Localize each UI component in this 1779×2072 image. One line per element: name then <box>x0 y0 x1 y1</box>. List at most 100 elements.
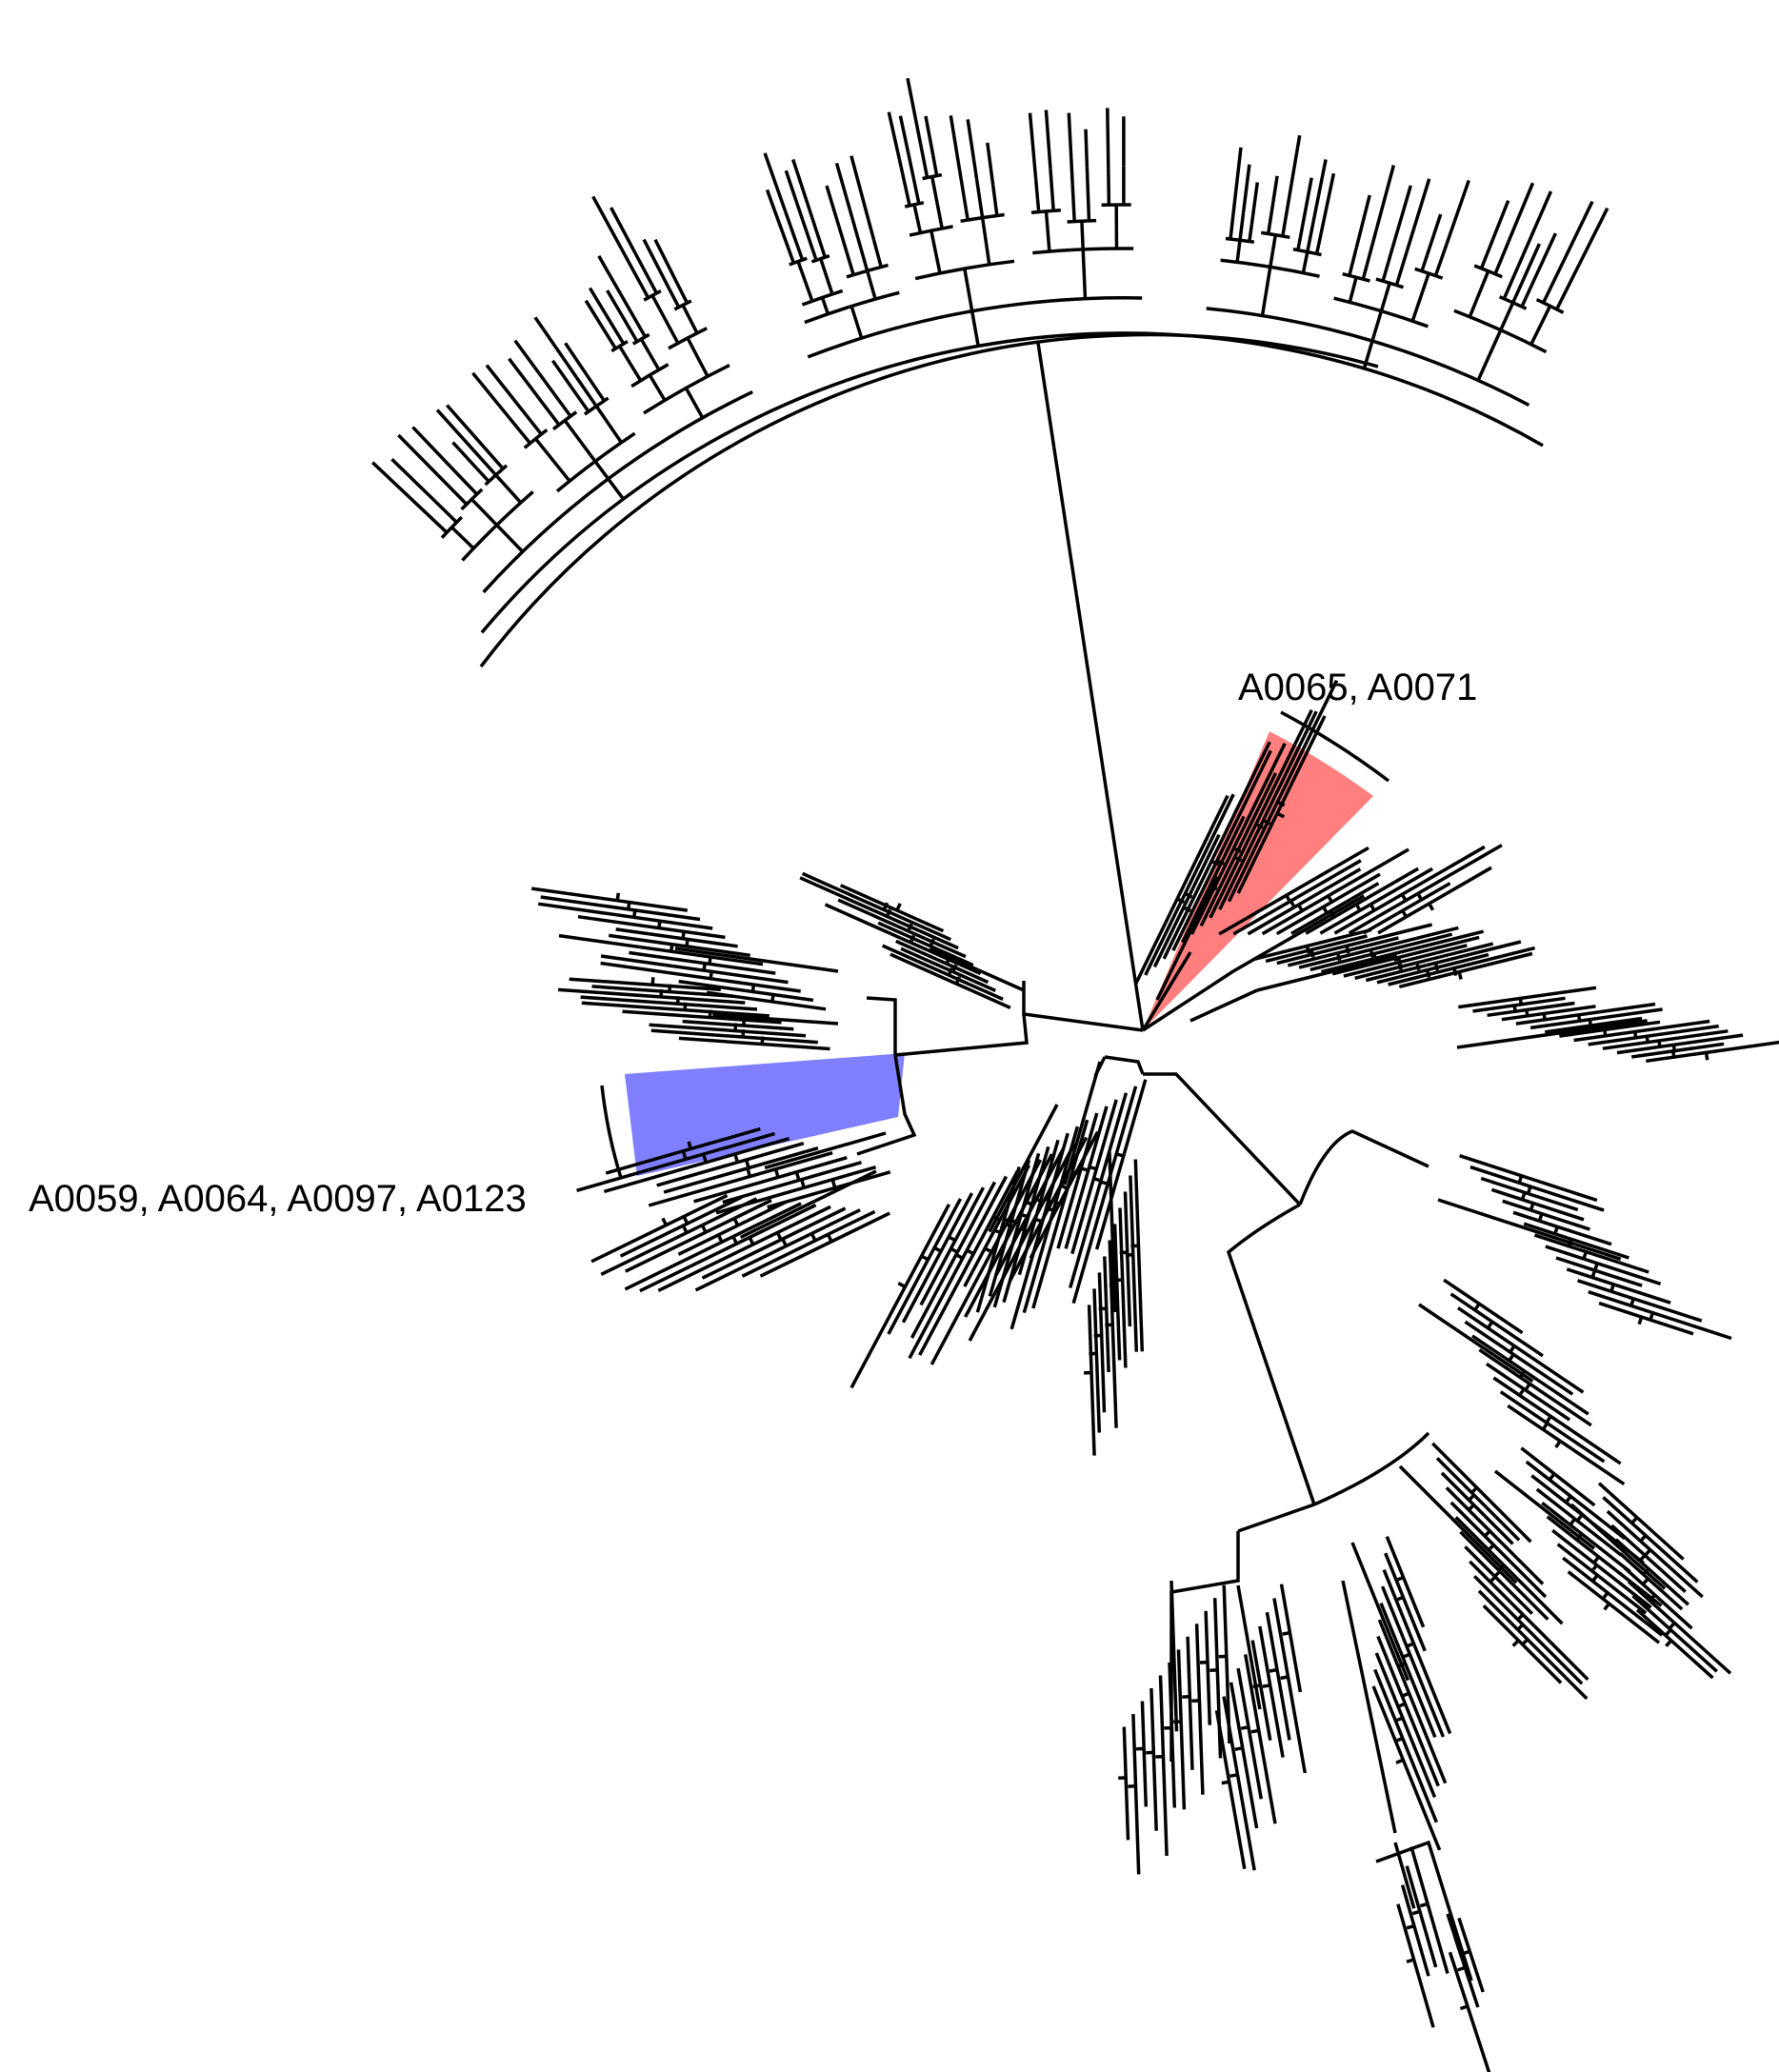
br-g-leaf1 <box>1405 1865 1438 1968</box>
bm-a-leaf4 <box>1064 1106 1109 1249</box>
lu-leaf6 <box>837 898 967 959</box>
top-clade-0-2-2-arc <box>1225 236 1255 244</box>
top-clade-0-0-1-arc <box>1498 295 1528 310</box>
top-clade-2-0-0-1-leaf1 <box>591 195 627 256</box>
bm-b-leaf3 <box>994 1147 1066 1276</box>
top-clade-2-2-0-leaf1 <box>435 408 483 460</box>
ru-b-stem <box>1256 953 1398 992</box>
br-c-leaf0 <box>1597 1482 1685 1561</box>
lu-leaf5 <box>877 921 974 967</box>
bm-c-leaf5 <box>1108 1240 1118 1428</box>
top-clade-0-2-2-leaf2 <box>1231 147 1243 214</box>
rm-a-stem <box>1456 1019 1648 1049</box>
left-b-stem <box>712 1013 839 1026</box>
top-clade-1-2-1-1-leaf1 <box>765 189 789 243</box>
blue-leaf3 <box>693 1156 848 1204</box>
top-clade-1-1-1-1-b1 <box>897 158 911 207</box>
left-a-tick11 <box>615 892 621 902</box>
top-clade-0-1-0-b1 <box>1420 248 1431 272</box>
top-clade-2-0-b0 <box>686 337 710 378</box>
left-a-leaf8 <box>577 914 726 940</box>
top-clade-0-2-0-leaf2 <box>1301 177 1313 225</box>
blue-stem <box>764 1131 887 1170</box>
blue-leaf8 <box>576 1131 775 1192</box>
top-clade-2-0-0-arc <box>668 327 708 350</box>
br-f-leaf0 <box>1279 1584 1303 1693</box>
top-clade-0-1-b0 <box>1410 272 1430 322</box>
ru-a-leaf4 <box>1275 872 1381 936</box>
br-g-leaf3 <box>1396 1903 1435 2028</box>
clade-bracket-blue <box>600 1085 623 1179</box>
bm-b-leaf2 <box>968 1142 1077 1342</box>
top-clade-0-2-0-leaf1 <box>1311 159 1328 221</box>
top-clade-0-1-1-leaf1 <box>1390 185 1412 249</box>
br-a-leaf2 <box>1440 1471 1514 1545</box>
red-stem <box>1141 951 1192 1031</box>
clade-label-blue: A0059, A0064, A0097, A0123 <box>29 1178 527 1220</box>
br-e-leaf9 <box>1140 1701 1149 1807</box>
bm-c-leaf2 <box>1123 1191 1132 1327</box>
top-clade-1-1-1-arc <box>909 225 953 237</box>
br-c-leaf4 <box>1614 1538 1689 1606</box>
top-clade-2-1-b0 <box>594 405 623 444</box>
bm-b-leaf8 <box>908 1175 1009 1360</box>
br-h-tick2 <box>1459 2004 1469 2011</box>
rm-c-leaf7 <box>1492 1376 1622 1465</box>
br-e-leaf11 <box>1122 1726 1130 1841</box>
top-clade-2-2-1-b1 <box>436 473 469 506</box>
top-clade-2-0-0-0-leaf0 <box>653 238 677 281</box>
br-f-leaf1 <box>1272 1598 1308 1774</box>
top-clade-1-2-0-b1 <box>850 217 870 271</box>
rm-a-leaf4 <box>1515 1002 1656 1026</box>
br-e-leaf5 <box>1176 1649 1187 1810</box>
lu-leaf4 <box>824 903 982 976</box>
blue-tick2 <box>795 1172 801 1181</box>
top-clade-1-0-2-b0 <box>1049 169 1055 211</box>
top-clade-1-0-0-leaf1 <box>1106 108 1110 169</box>
br-f-leaf7 <box>1229 1682 1259 1829</box>
rm-b-leaf8 <box>1545 1245 1662 1285</box>
bm-b-leaf1 <box>1008 1136 1089 1283</box>
top-clade-0-1-arc <box>1333 296 1429 329</box>
red-leaf6 <box>1189 743 1287 935</box>
rm-a-leaf0 <box>1458 986 1597 1009</box>
top-clade-b1 <box>969 310 980 347</box>
br-f-leaf3 <box>1258 1625 1285 1758</box>
top-clade-2-2-b0 <box>494 473 523 504</box>
br-e-leaf6 <box>1168 1662 1177 1808</box>
top-clade-2-2-b2 <box>450 526 475 550</box>
highlight-blue-clade <box>600 1053 905 1179</box>
br-d-tick9 <box>1395 1758 1405 1764</box>
blue-tick7 <box>702 1154 708 1164</box>
ru-a-leaf2 <box>1247 867 1362 936</box>
ru-a-leaf8 <box>1333 845 1486 935</box>
top-clade-2-0-b1 <box>648 374 667 402</box>
br-e-stem <box>1169 1580 1179 1732</box>
top-clade-0-2-1-b1 <box>1266 215 1273 234</box>
ru-a-leaf1 <box>1232 859 1362 936</box>
blue-leaf2 <box>722 1161 862 1205</box>
br-f-stem <box>1236 1584 1262 1710</box>
br-a-leaf6 <box>1459 1530 1549 1621</box>
top-clade-0-1-0-b0 <box>1433 243 1449 277</box>
ru-a-leaf5 <box>1290 882 1380 936</box>
left-c-leaf1 <box>741 1209 876 1278</box>
rm-b-leaf7 <box>1533 1233 1649 1274</box>
blue-leaf7 <box>603 1137 790 1194</box>
br-f-leaf4 <box>1250 1640 1272 1742</box>
top-clade-2-0-1-1-arc <box>610 339 629 353</box>
red-leaf0 <box>1134 794 1229 985</box>
top-clade-1-0-1-leaf0 <box>1084 129 1089 168</box>
top-clade-1-1-0-b1 <box>974 179 985 218</box>
br-b-tick9 <box>1603 1603 1610 1611</box>
br-a-leaf8 <box>1469 1560 1589 1682</box>
br-f-tick2 <box>1269 1667 1278 1673</box>
left-c-leaf4 <box>657 1205 831 1292</box>
rm-c-stem <box>1418 1303 1534 1383</box>
bm-b-leaf5 <box>929 1159 1043 1365</box>
lu-leaf9 <box>839 884 945 933</box>
bm-b-leaf12 <box>887 1198 963 1335</box>
top-clade-2-1-1-leaf0 <box>513 339 540 373</box>
br-e-leaf8 <box>1149 1687 1158 1831</box>
red-leaf9 <box>1218 710 1318 910</box>
